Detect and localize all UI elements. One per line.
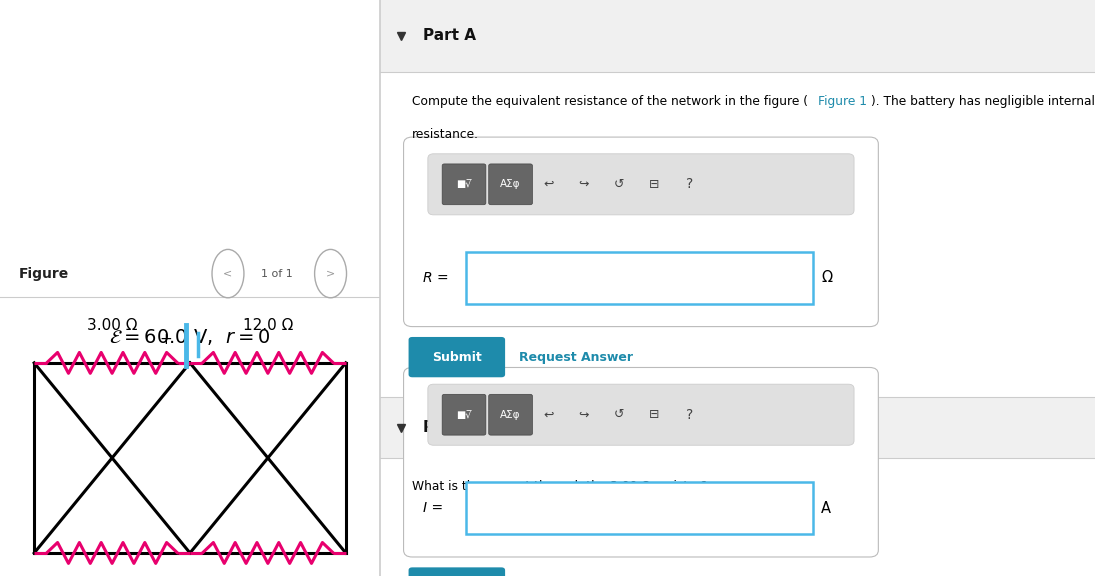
Text: ↺: ↺ xyxy=(613,408,624,421)
Text: 12.0 Ω: 12.0 Ω xyxy=(243,318,293,333)
FancyBboxPatch shape xyxy=(428,154,854,215)
FancyBboxPatch shape xyxy=(404,367,878,557)
Text: $\mathcal{E} = 60.0$ V,  $r = 0$: $\mathcal{E} = 60.0$ V, $r = 0$ xyxy=(110,327,270,347)
Text: A: A xyxy=(821,501,831,516)
FancyBboxPatch shape xyxy=(442,395,486,435)
FancyBboxPatch shape xyxy=(380,0,1095,72)
FancyBboxPatch shape xyxy=(408,567,505,576)
Text: ■√̅: ■√̅ xyxy=(457,179,472,190)
Text: Ω: Ω xyxy=(821,270,832,285)
Text: 3.00 Ω: 3.00 Ω xyxy=(87,318,137,333)
Text: ↩: ↩ xyxy=(543,178,553,191)
FancyBboxPatch shape xyxy=(428,384,854,445)
FancyBboxPatch shape xyxy=(465,252,812,304)
FancyBboxPatch shape xyxy=(488,164,532,204)
FancyBboxPatch shape xyxy=(380,397,1095,458)
Text: What is the current through the 3.00 Ω resistor?: What is the current through the 3.00 Ω r… xyxy=(412,480,707,493)
FancyBboxPatch shape xyxy=(442,164,486,204)
Text: ). The battery has negligible internal: ). The battery has negligible internal xyxy=(872,95,1095,108)
Text: ↺: ↺ xyxy=(613,178,624,191)
Text: Figure 1: Figure 1 xyxy=(818,95,866,108)
Text: R =: R = xyxy=(423,271,449,285)
Text: 1 of 1: 1 of 1 xyxy=(262,268,293,279)
Text: ?: ? xyxy=(685,177,693,191)
Text: AΣφ: AΣφ xyxy=(500,179,521,190)
Text: resistance.: resistance. xyxy=(412,128,480,142)
Text: I =: I = xyxy=(423,501,443,515)
Text: Submit: Submit xyxy=(431,351,482,363)
Text: ■√̅: ■√̅ xyxy=(457,410,472,420)
Text: ?: ? xyxy=(685,408,693,422)
Text: Part A: Part A xyxy=(423,28,476,44)
Text: <: < xyxy=(223,268,232,279)
Text: Figure: Figure xyxy=(19,267,69,281)
Text: ↪: ↪ xyxy=(578,408,589,421)
Text: ↪: ↪ xyxy=(578,178,589,191)
FancyBboxPatch shape xyxy=(488,395,532,435)
Text: >: > xyxy=(326,268,335,279)
FancyBboxPatch shape xyxy=(408,337,505,377)
Text: ⊟: ⊟ xyxy=(648,178,659,191)
FancyBboxPatch shape xyxy=(404,137,878,327)
FancyBboxPatch shape xyxy=(465,482,812,534)
Text: Compute the equivalent resistance of the network in the figure (: Compute the equivalent resistance of the… xyxy=(412,95,808,108)
Text: AΣφ: AΣφ xyxy=(500,410,521,420)
Text: ⊟: ⊟ xyxy=(648,408,659,421)
Text: Part B: Part B xyxy=(423,420,475,435)
Text: +: + xyxy=(159,332,172,347)
Text: Request Answer: Request Answer xyxy=(519,351,633,363)
Text: ↩: ↩ xyxy=(543,408,553,421)
